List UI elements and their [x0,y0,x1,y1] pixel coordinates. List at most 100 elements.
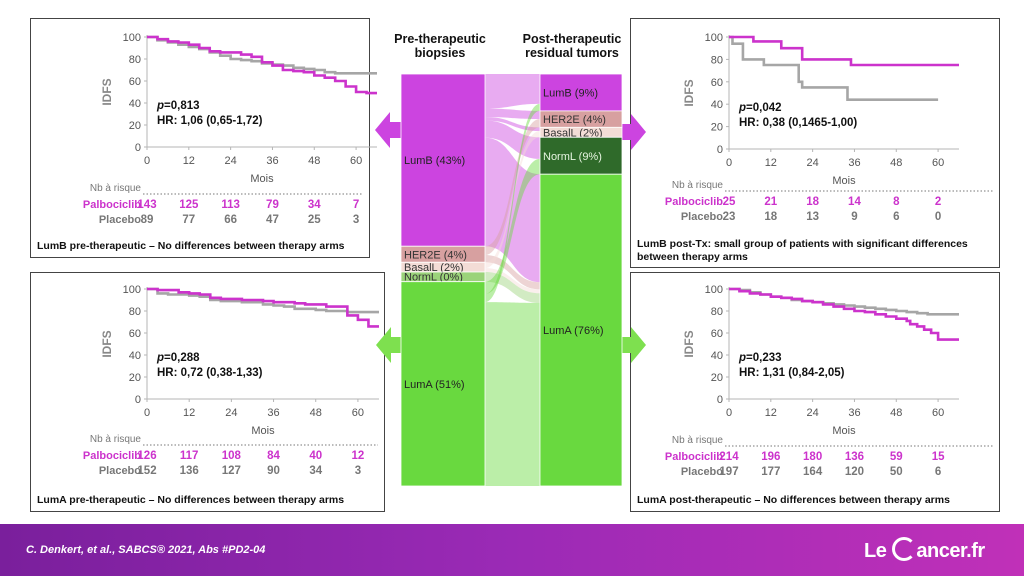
risk-count: 6 [893,211,899,223]
y-tick-label: 0 [135,394,141,406]
p-value: p=0,288 [156,352,200,364]
risk-count: 120 [845,466,864,478]
risk-count: 8 [893,196,900,208]
km-chart: 0 20 40 60 80 100 0 12 24 36 48 60 Mois IDFS p=0,233 HR… [665,284,993,478]
risk-row-label: Palbociclib [83,450,141,462]
sankey-flow [485,137,540,283]
km-panel-lumb-pre: LumB pre-therapeutic – No differences be… [30,18,377,258]
risk-count: 66 [224,214,237,226]
x-tick-label: 12 [183,407,195,419]
y-tick-label: 80 [129,306,141,318]
x-tick-label: 48 [308,155,320,167]
x-tick-label: 60 [932,157,944,169]
risk-table-title: Nb à risque [90,183,142,194]
risk-count: 197 [719,466,738,478]
risk-count: 108 [222,450,242,462]
risk-count: 50 [890,466,903,478]
risk-count: 152 [137,465,156,477]
pre-node [400,73,486,247]
x-tick-label: 60 [932,407,944,419]
pre-label: LumA (51%) [404,379,465,391]
post-label: NormL (9%) [543,151,602,163]
panel-caption: LumB pre-therapeutic – No differences be… [37,240,345,252]
x-axis-label: Mois [251,425,275,437]
risk-count: 84 [267,450,280,462]
risk-count: 136 [845,451,864,463]
risk-count: 21 [764,196,777,208]
risk-count: 9 [851,211,857,223]
y-tick-label: 0 [135,142,141,154]
y-tick-label: 100 [123,284,141,296]
sankey-flow [485,302,540,486]
km-curve-palbociclib [147,287,379,328]
y-tick-label: 40 [711,99,723,111]
risk-count: 34 [308,199,321,211]
risk-row-label: Placebo [99,214,141,226]
post-label: LumB (9%) [543,87,598,99]
y-axis-label: IDFS [682,330,696,357]
km-curve-palbociclib [729,35,959,67]
risk-count: 47 [266,214,279,226]
risk-count: 180 [803,451,822,463]
km-curve-palbociclib [729,287,959,341]
hazard-ratio: HR: 1,31 (0,84-2,05) [739,367,845,379]
sankey-flow [485,120,540,159]
risk-count: 3 [355,465,361,477]
pre-therapeutic-header: Pre-therapeutic biopsies [394,32,486,60]
km-curve-palbociclib [147,35,377,95]
y-axis-label: IDFS [100,330,114,357]
post-node [539,173,623,487]
km-curve-placebo [147,35,377,75]
risk-count: 25 [308,214,321,226]
sankey-flow [485,255,540,290]
post-node [539,136,623,175]
risk-count: 126 [137,450,156,462]
risk-row-label: Palbociclib [665,451,723,463]
pre-node [400,281,486,487]
x-tick-label: 60 [352,407,364,419]
x-tick-label: 12 [765,157,777,169]
risk-count: 13 [806,211,819,223]
risk-count: 15 [932,451,945,463]
y-tick-label: 100 [705,32,723,44]
risk-count: 23 [723,211,736,223]
pre-label: HER2E (4%) [404,249,467,261]
km-chart: 0 20 40 60 80 100 0 12 24 36 48 60 Mois IDFS p=0,813 HR… [83,32,377,226]
y-tick-label: 60 [711,328,723,340]
km-panel-luma-pre: LumA pre-therapeutic – No differences be… [30,272,385,512]
sankey-flow [485,268,540,294]
risk-table-title: Nb à risque [672,180,724,191]
y-tick-label: 60 [129,76,141,88]
x-tick-label: 60 [350,155,362,167]
x-tick-label: 0 [726,157,732,169]
risk-count: 125 [179,199,199,211]
risk-table-title: Nb à risque [672,435,724,446]
y-tick-label: 80 [711,54,723,66]
risk-count: 77 [182,214,195,226]
pre-label: BasalL (2%) [404,262,464,274]
risk-count: 136 [180,465,199,477]
risk-count: 113 [221,199,240,211]
y-tick-label: 60 [129,328,141,340]
km-chart: 0 20 40 60 80 100 0 12 24 36 48 60 Mois IDFS p=0,288 HR… [83,284,379,477]
risk-count: 18 [764,211,777,223]
risk-count: 117 [180,450,199,462]
y-axis-label: IDFS [100,78,114,105]
x-axis-label: Mois [832,175,856,187]
y-tick-label: 80 [711,306,723,318]
risk-count: 164 [803,466,823,478]
risk-count: 214 [719,451,739,463]
site-logo[interactable]: Le ancer.fr [864,537,985,563]
post-therapeutic-header: Post-therapeutic residual tumors [522,32,622,60]
panel-caption: LumB post-Tx: small group of patients wi… [637,238,968,263]
sankey-flow [485,131,540,269]
y-tick-label: 100 [705,284,723,296]
sankey-flow [485,103,540,303]
risk-row-label: Placebo [681,466,723,478]
post-label: BasalL (2%) [543,127,603,139]
risk-count: 79 [266,199,279,211]
sankey-flow [485,271,540,303]
y-tick-label: 0 [717,394,723,406]
post-label: LumA (76%) [543,325,604,337]
